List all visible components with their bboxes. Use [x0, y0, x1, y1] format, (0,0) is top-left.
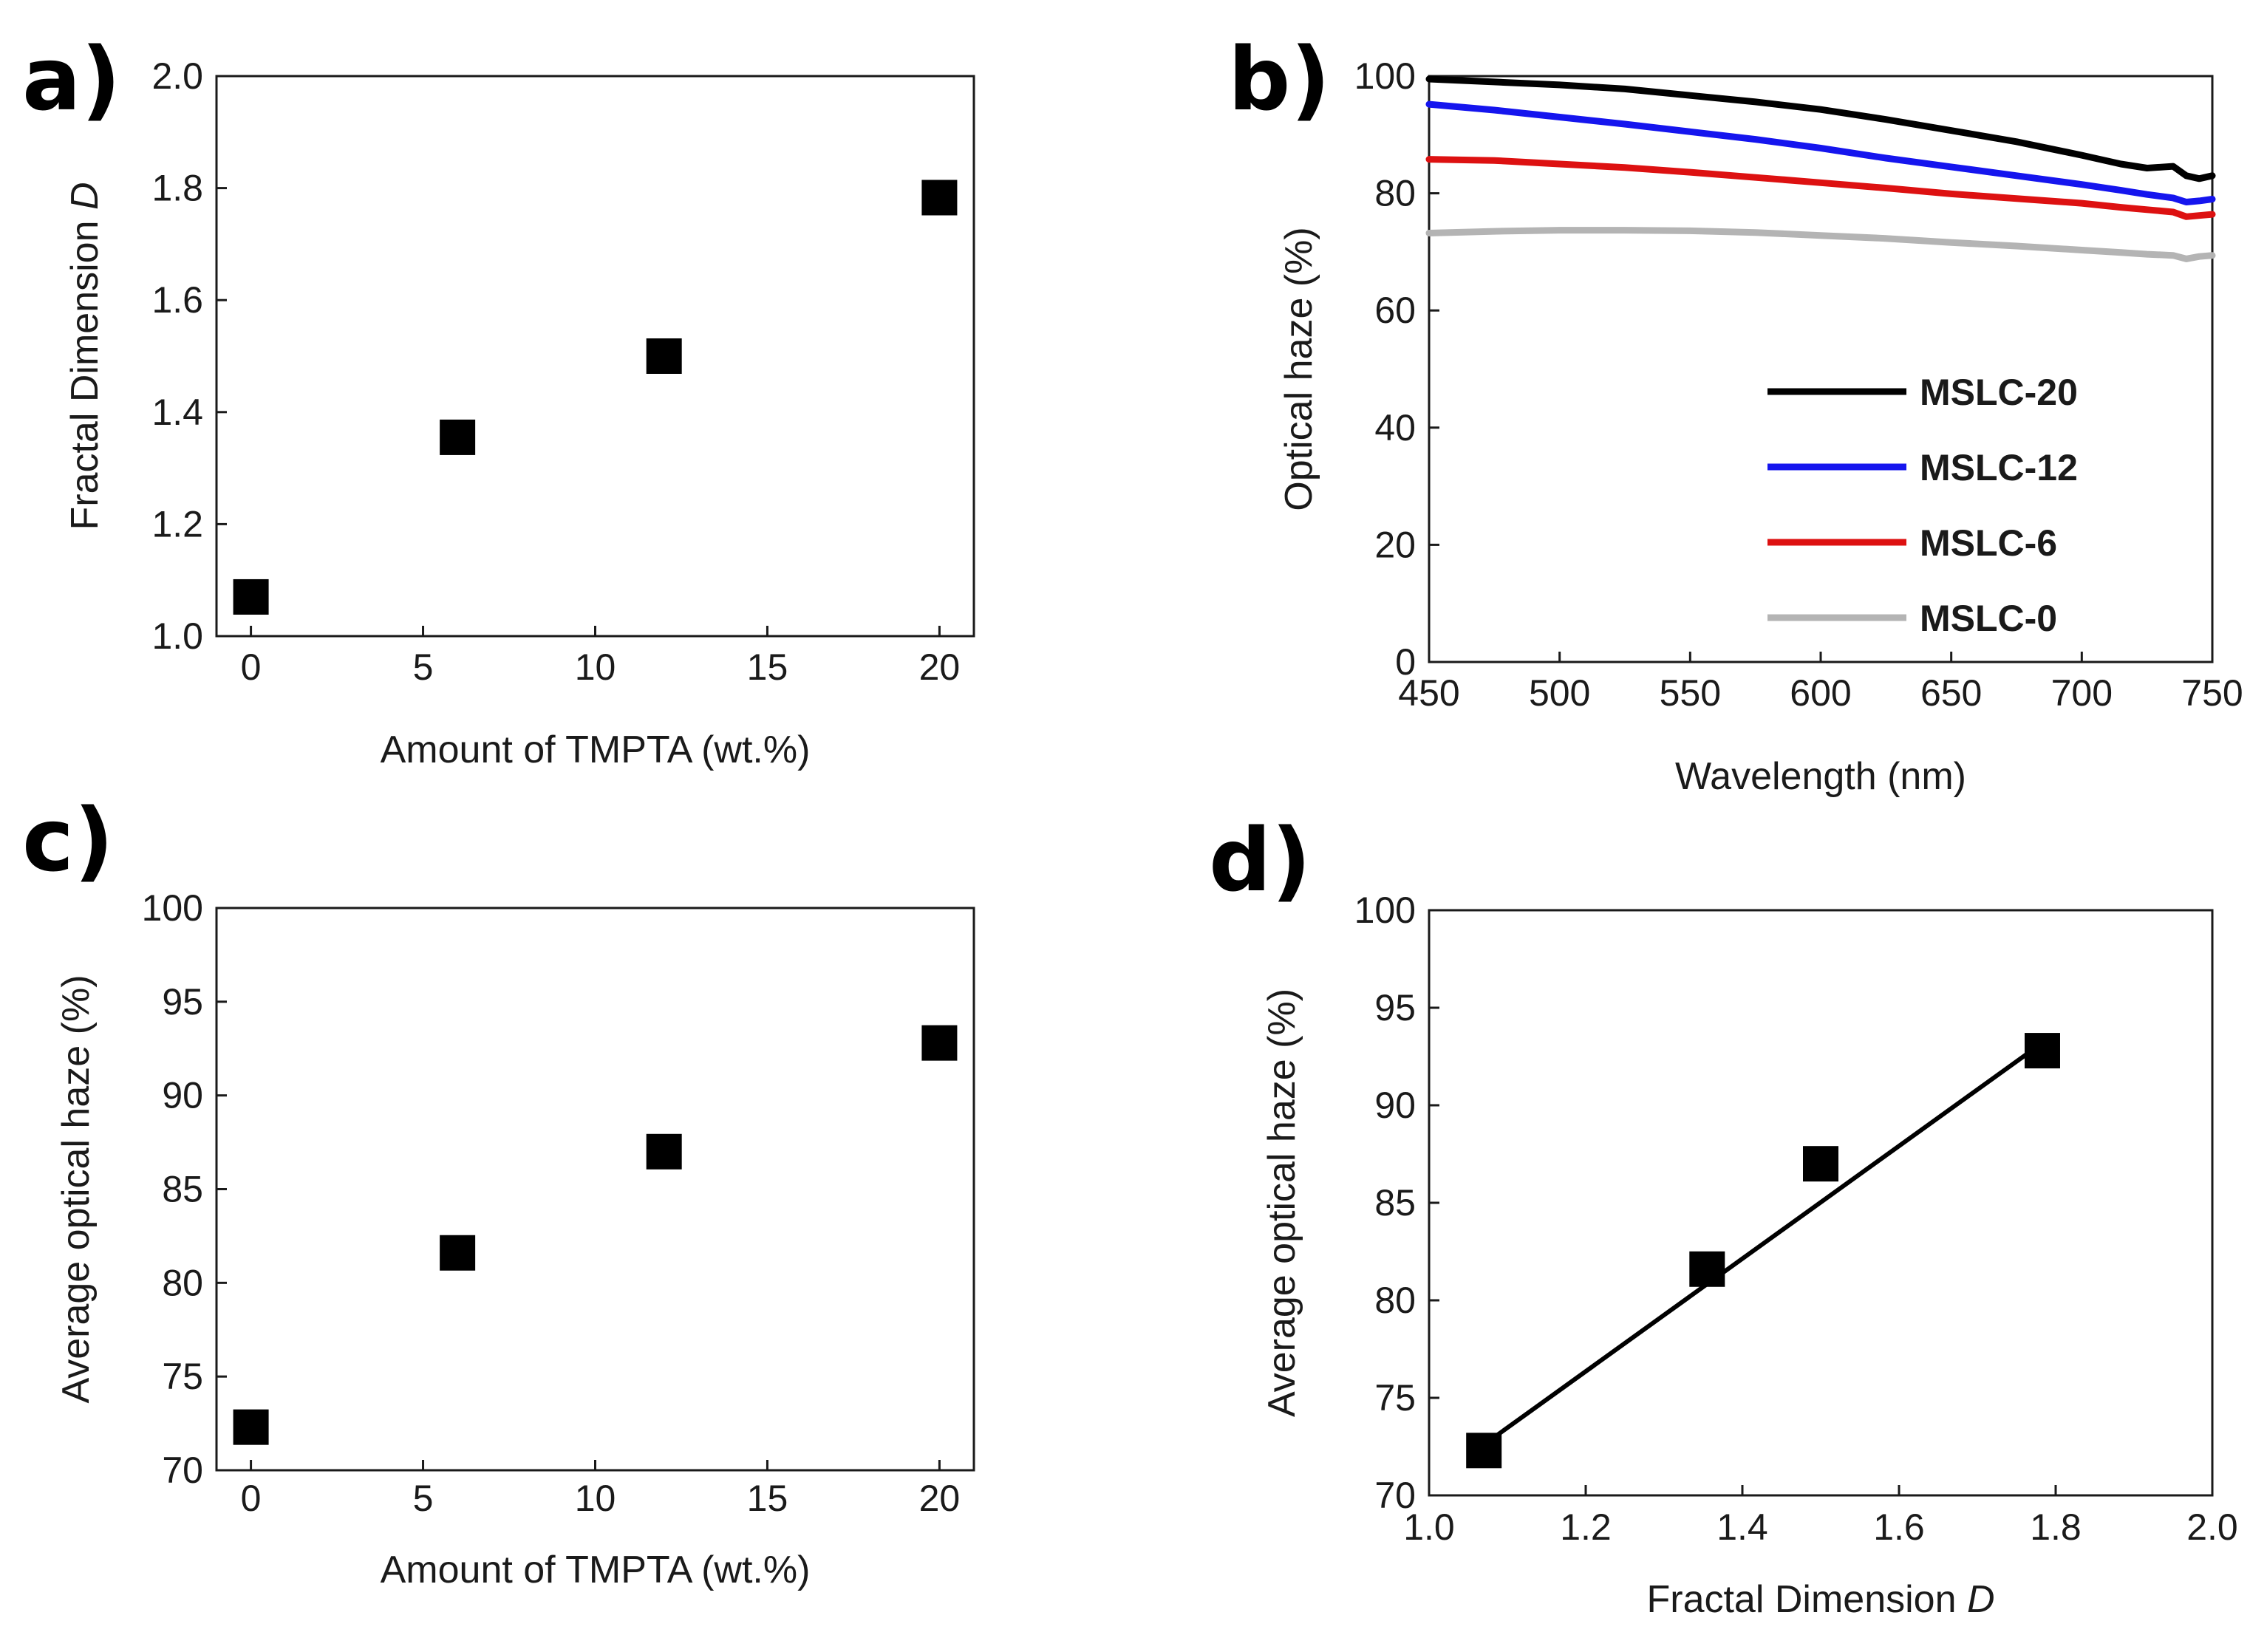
- data-point: [921, 1025, 958, 1061]
- panel-d: d) 1.0 1.2 1.4 1.6 1.8 2.0 70 75 80 85 90 95 100 Fract…: [1209, 809, 2238, 1621]
- x-tick-label: 0: [241, 646, 262, 688]
- series-line: [1425, 100, 2216, 205]
- y-tick-label: 70: [1374, 1475, 1416, 1516]
- x-tick-label: 20: [919, 646, 961, 688]
- legend-label: MSLC-0: [1920, 598, 2057, 639]
- plot-frame: [215, 75, 975, 638]
- y-tick-label: 70: [162, 1450, 203, 1491]
- y-tick-label: 85: [1374, 1182, 1416, 1223]
- y-tick-label: 1.0: [151, 615, 203, 657]
- y-axis-title: Average optical haze (%): [55, 975, 98, 1403]
- y-tick-label: 100: [142, 887, 203, 929]
- data-point: [646, 1133, 682, 1170]
- x-tick-label: 450: [1398, 672, 1459, 714]
- y-tick-label: 100: [1354, 55, 1416, 97]
- x-tick-label: 1.6: [1873, 1506, 1925, 1548]
- y-tick-label: 40: [1374, 407, 1416, 448]
- y-tick-label: 1.4: [151, 392, 203, 433]
- x-tick-label: 10: [575, 1478, 616, 1519]
- data-point: [440, 419, 476, 455]
- x-tick-label: 1.2: [1560, 1506, 1612, 1548]
- x-tick-label: 700: [2051, 672, 2113, 714]
- x-tick-label: 1.0: [1403, 1506, 1455, 1548]
- x-tick-label: 15: [747, 1478, 788, 1519]
- fit-line: [1482, 1041, 2044, 1447]
- x-axis-title: Wavelength (nm): [1675, 755, 1966, 798]
- y-tick-label: 1.6: [151, 279, 203, 321]
- y-tick-label: 1.2: [151, 503, 203, 545]
- data-point: [233, 578, 269, 615]
- y-tick-label: 90: [162, 1075, 203, 1116]
- x-tick-label: 15: [747, 646, 788, 688]
- x-tick-label: 550: [1660, 672, 1721, 714]
- data-point: [440, 1235, 476, 1271]
- y-axis-title: Fractal Dimension D: [64, 182, 106, 530]
- x-tick-label: 0: [241, 1478, 262, 1519]
- y-tick-label: 2.0: [151, 55, 203, 97]
- x-axis-title: Amount of TMPTA (wt.%): [381, 1549, 811, 1591]
- x-axis-title: Amount of TMPTA (wt.%): [381, 728, 811, 771]
- y-tick-label: 95: [162, 981, 203, 1023]
- y-axis-title: Optical haze (%): [1278, 227, 1320, 511]
- y-tick-label: 80: [1374, 1280, 1416, 1321]
- legend-label: MSLC-12: [1920, 447, 2078, 488]
- panel-label: a): [22, 28, 121, 130]
- x-tick-label: 750: [2181, 672, 2243, 714]
- data-point: [2024, 1033, 2060, 1069]
- x-tick-label: 600: [1790, 672, 1851, 714]
- data-point: [1803, 1146, 1838, 1182]
- series-line: [1425, 227, 2216, 262]
- data-point: [233, 1409, 269, 1445]
- x-tick-label: 500: [1529, 672, 1590, 714]
- x-tick-label: 5: [413, 1478, 434, 1519]
- series-line: [1425, 75, 2216, 182]
- panel-label: b): [1228, 28, 1330, 130]
- x-axis-title: Fractal Dimension D: [1646, 1578, 1994, 1621]
- x-tick-label: 1.8: [2030, 1506, 2082, 1548]
- y-tick-label: 95: [1374, 987, 1416, 1028]
- legend-label: MSLC-20: [1920, 372, 2078, 413]
- y-tick-label: 75: [1374, 1377, 1416, 1419]
- panel-a: a) 0 5 10 15 20 1.0 1.2 1.4 1.6 1.8 2.0 Amount of TM…: [22, 28, 975, 771]
- panel-b: b) 450 500 550 600 650 700 750 0 20 40 60 80 100 Wavel…: [1228, 28, 2243, 798]
- series-line: [1425, 156, 2216, 220]
- x-tick-label: 10: [575, 646, 616, 688]
- x-tick-label: 1.4: [1717, 1506, 1768, 1548]
- y-tick-label: 1.8: [151, 168, 203, 209]
- x-tick-label: 5: [413, 646, 434, 688]
- data-point: [1689, 1251, 1725, 1287]
- panel-label: c): [22, 789, 114, 891]
- data-point: [646, 338, 682, 374]
- data-point: [1466, 1433, 1502, 1469]
- x-tick-label: 650: [1920, 672, 1982, 714]
- data-point: [921, 180, 958, 216]
- panel-label: d): [1209, 809, 1311, 911]
- plot-frame: [215, 907, 975, 1472]
- y-axis-title: Average optical haze (%): [1261, 989, 1303, 1417]
- x-tick-label: 20: [919, 1478, 961, 1519]
- y-tick-label: 20: [1374, 524, 1416, 565]
- y-tick-label: 0: [1395, 641, 1416, 683]
- y-tick-label: 80: [162, 1262, 203, 1303]
- y-tick-label: 80: [1374, 173, 1416, 214]
- legend-label: MSLC-6: [1920, 522, 2057, 564]
- y-tick-label: 85: [162, 1169, 203, 1210]
- y-axis-title-italic: D: [64, 182, 106, 210]
- panel-c: c) 0 5 10 15 20 70 75 80 85 90 95 100 Amount of TMPTA…: [22, 789, 975, 1591]
- x-axis-title-italic: D: [1967, 1578, 1995, 1621]
- x-tick-label: 2.0: [2186, 1506, 2238, 1548]
- y-tick-label: 60: [1374, 290, 1416, 331]
- y-tick-label: 75: [162, 1356, 203, 1397]
- y-tick-label: 100: [1354, 890, 1416, 931]
- y-tick-label: 90: [1374, 1085, 1416, 1126]
